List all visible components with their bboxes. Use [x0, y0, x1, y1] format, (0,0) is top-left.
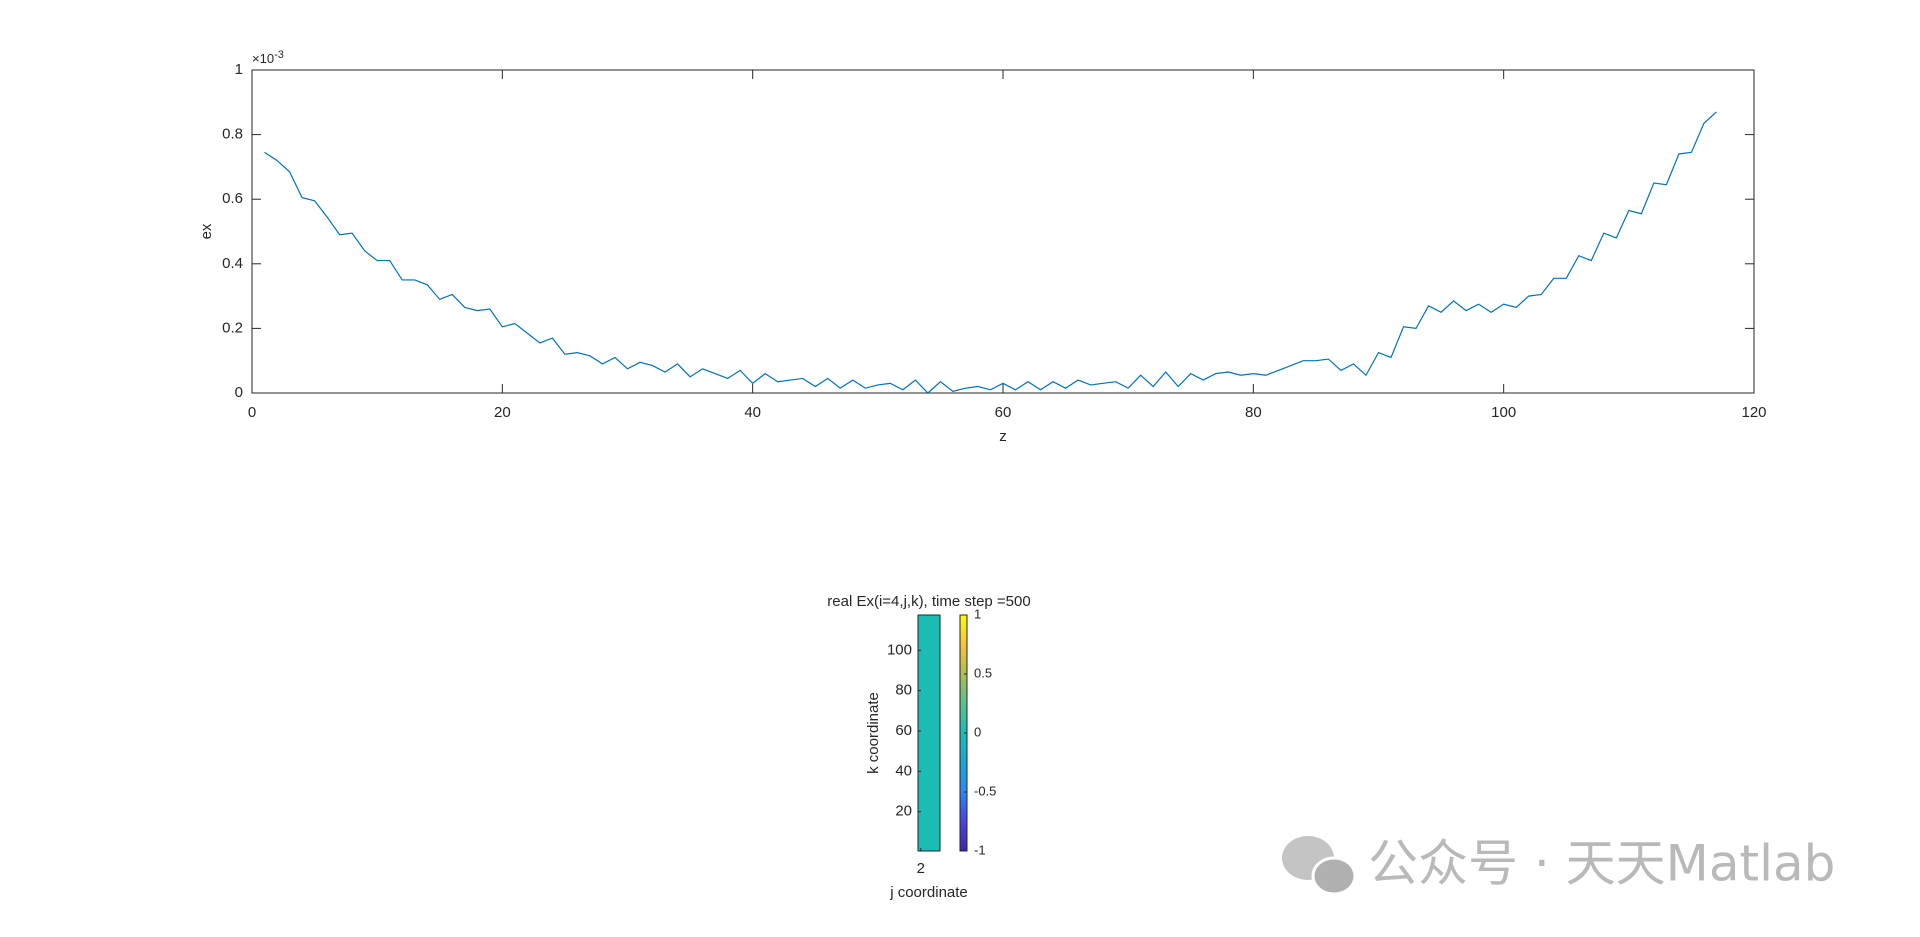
axes-box — [917, 614, 941, 852]
x-tick-label: 100 — [1491, 404, 1516, 421]
x-tick-label: 120 — [1741, 404, 1766, 421]
axes-box — [251, 69, 1755, 394]
y-tick-label: 40 — [895, 762, 912, 779]
chart-title: real Ex(i=4,j,k), time step =500 — [827, 593, 1030, 610]
y-tick-label: 1 — [235, 61, 243, 78]
data-line — [264, 111, 1717, 394]
y-tick-label: 0.6 — [222, 190, 243, 207]
y-axis-label: ex — [198, 223, 215, 239]
watermark: 公众号 · 天天Matlab — [1368, 835, 1835, 893]
heatmap-cell — [918, 615, 940, 851]
y-tick-label: 0 — [235, 384, 243, 401]
x-tick-label: 60 — [995, 404, 1012, 421]
watermark-icon — [1282, 836, 1357, 896]
x-tick-label: 0 — [248, 404, 256, 421]
colorbar-tick-label: -1 — [974, 842, 986, 857]
exponent-power: -3 — [274, 49, 284, 61]
y-tick-label: 0.4 — [222, 255, 243, 272]
colorbar-tick-label: 0.5 — [974, 665, 992, 680]
colorbar-tick-label: -0.5 — [974, 783, 996, 798]
y-axis-label: k coordinate — [865, 692, 882, 774]
x-tick-label: 2 — [917, 860, 925, 877]
y-tick-label: 0.2 — [222, 319, 243, 336]
x-axis-label: j coordinate — [889, 884, 968, 901]
y-tick-label: 0.8 — [222, 126, 243, 143]
x-tick-label: 20 — [494, 404, 511, 421]
x-axis-label: z — [999, 428, 1007, 445]
x-tick-label: 80 — [1245, 404, 1262, 421]
y-tick-label: 100 — [887, 641, 912, 658]
exponent-base: ×10 — [252, 51, 274, 66]
y-tick-label: 20 — [895, 803, 912, 820]
colorbar-tick-label: 0 — [974, 724, 981, 739]
y-tick-label: 60 — [895, 722, 912, 739]
y-tick-label: 80 — [895, 682, 912, 699]
y-exponent: ×10-3 — [252, 49, 284, 67]
colorbar-tick-label: 1 — [974, 606, 981, 621]
x-tick-label: 40 — [744, 404, 761, 421]
